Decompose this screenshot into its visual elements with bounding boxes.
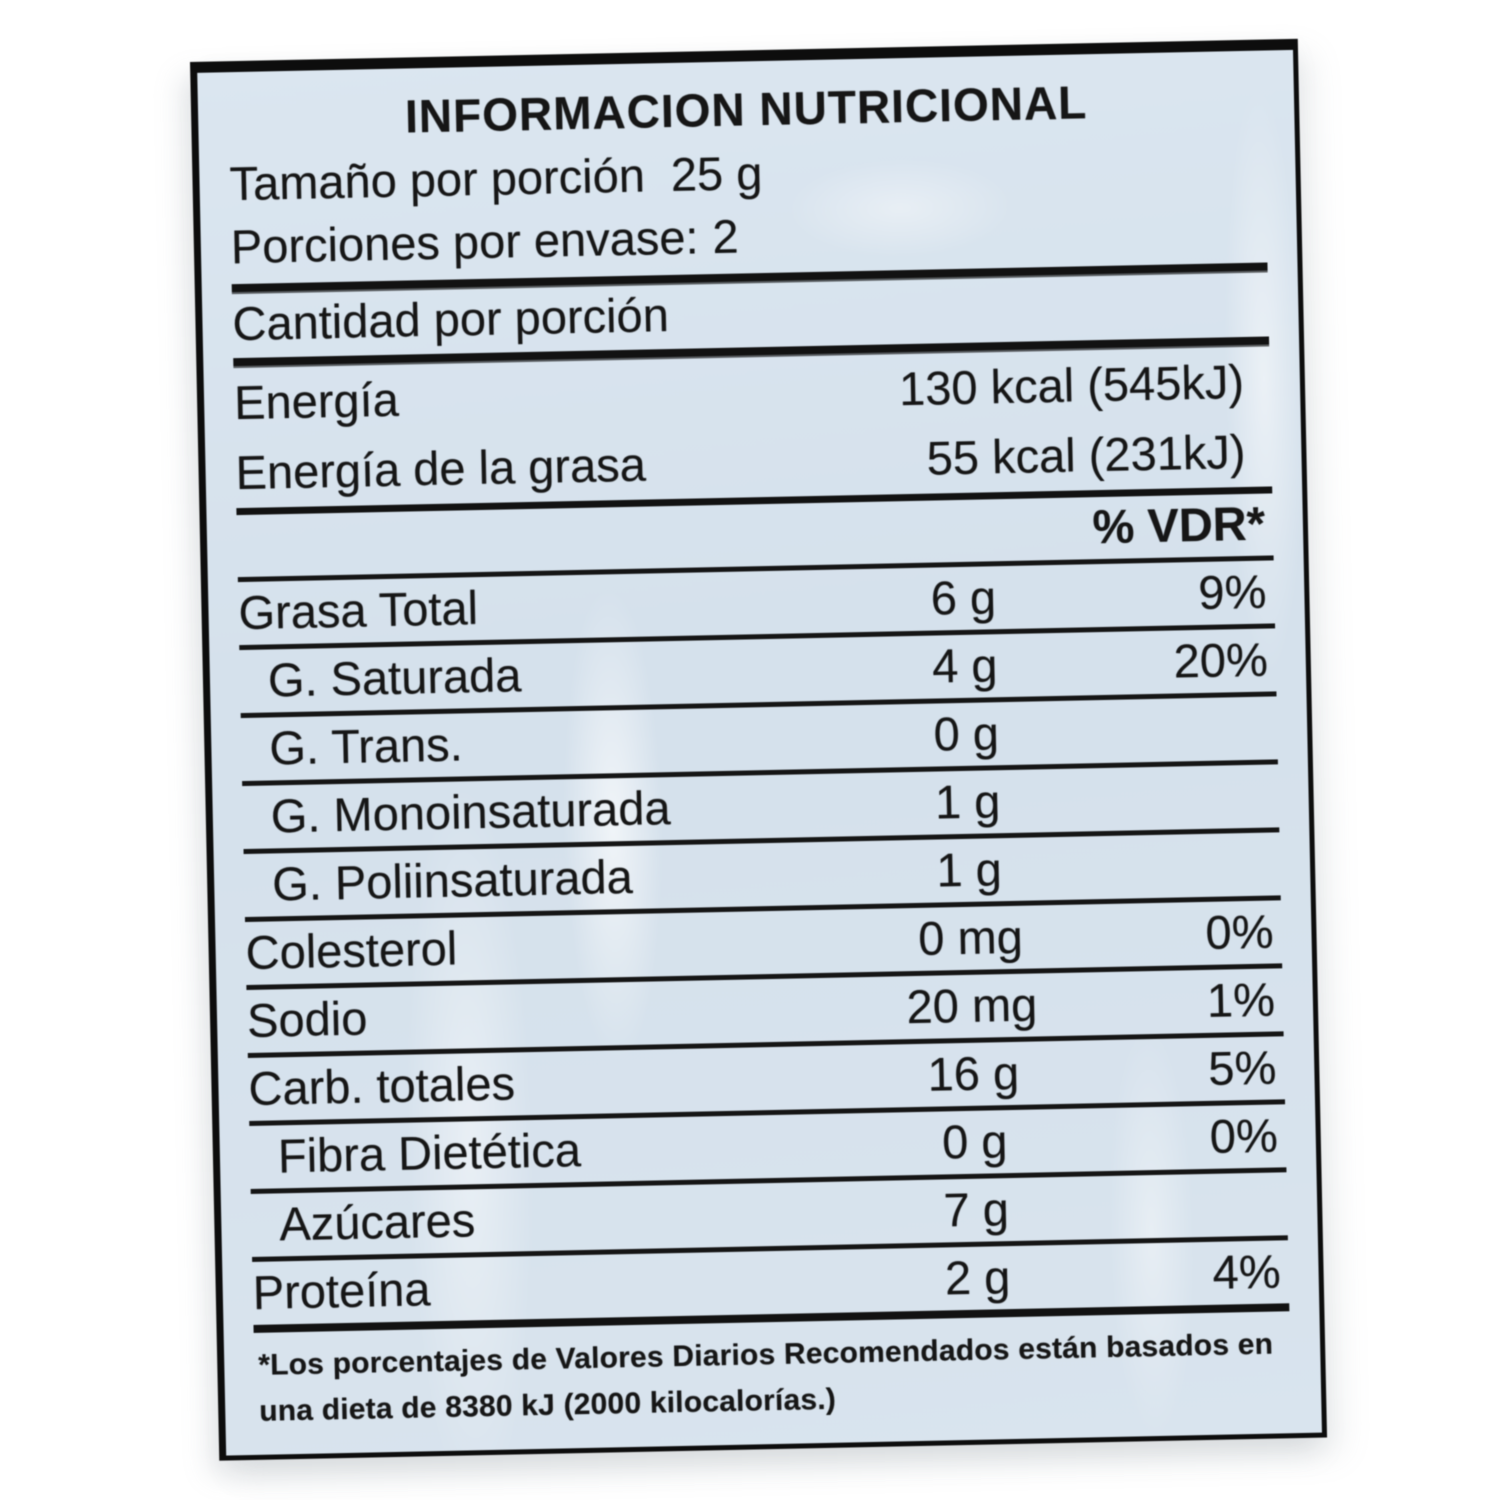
nutrient-name: Azúcares <box>278 1193 476 1251</box>
nutrient-dv: 4% <box>1212 1244 1282 1299</box>
nutrient-name: Fibra Dietética <box>277 1123 582 1183</box>
nutrient-amount: 0 g <box>933 706 1000 761</box>
nutrient-dv <box>1091 696 1278 763</box>
nutrient-amount: 1 g <box>935 842 1003 897</box>
serving-size-label: Tamaño por porción <box>229 148 646 211</box>
nutrient-amount: 0 g <box>941 1114 1008 1169</box>
nutrient-name: Grasa Total <box>237 581 479 640</box>
serving-size-value: 25 g <box>670 146 763 201</box>
nutrient-name: G. Poliinsaturada <box>271 849 634 911</box>
nutrition-label: INFORMACION NUTRICIONAL Tamaño por porci… <box>190 38 1328 1461</box>
energy-value: 130 kcal (545kJ) <box>898 355 1245 416</box>
nutrient-name: Carb. totales <box>247 1056 516 1115</box>
nutrient-name: Sodio <box>246 991 368 1048</box>
footnote: *Los porcentajes de Valores Diarios Reco… <box>253 1303 1292 1449</box>
nutrient-dv: 0% <box>1204 904 1274 959</box>
spacer <box>645 191 671 192</box>
nutrient-amount: 0 mg <box>917 909 1024 965</box>
energy-name: Energía de la grasa <box>235 437 647 500</box>
nutrient-dv <box>1101 1172 1288 1239</box>
nutrient-name: G. Monoinsaturada <box>270 781 672 843</box>
nutrient-dv: 9% <box>1197 564 1267 619</box>
nutrient-amount: 20 mg <box>906 977 1038 1034</box>
nutrient-amount: 2 g <box>944 1250 1011 1305</box>
nutrient-dv <box>1093 832 1280 899</box>
energy-value: 55 kcal (231kJ) <box>926 424 1246 485</box>
nutrient-table: Grasa Total 6 g 9% G. Saturada 4 g 20% G… <box>237 555 1290 1325</box>
nutrient-amount: 16 g <box>927 1045 1020 1101</box>
nutrient-amount: 7 g <box>942 1182 1010 1237</box>
nutrient-name: G. Saturada <box>267 648 522 707</box>
nutrient-dv: 1% <box>1206 972 1276 1027</box>
servings-per-pack-label: Porciones por envase: <box>230 210 700 274</box>
nutrient-dv: 20% <box>1173 632 1269 688</box>
nutrient-name: Proteína <box>252 1262 431 1319</box>
nutrient-dv: 5% <box>1207 1040 1277 1095</box>
nutrient-name: G. Trans. <box>268 717 464 775</box>
nutrient-name: Colesterol <box>245 921 458 980</box>
servings-per-pack-value: 2 <box>711 209 740 264</box>
energy-name: Energía <box>233 372 400 430</box>
nutrient-amount: 6 g <box>930 570 997 625</box>
nutrient-dv: 0% <box>1209 1108 1279 1163</box>
nutrient-dv <box>1092 764 1279 831</box>
nutrient-amount: 1 g <box>934 774 1001 829</box>
nutrient-amount: 4 g <box>931 638 999 693</box>
